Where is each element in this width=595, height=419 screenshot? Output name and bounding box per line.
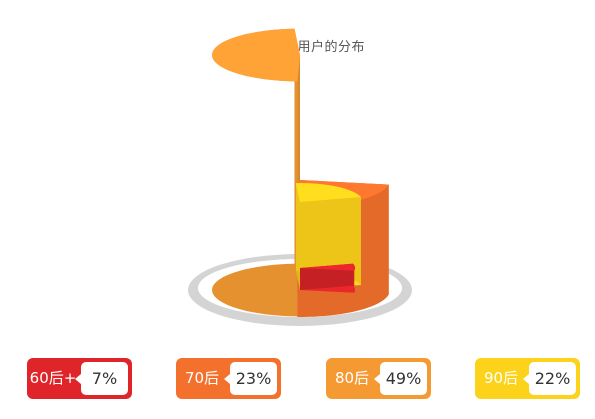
legend-value: 23% xyxy=(224,362,277,395)
legend-label: 70后 xyxy=(184,369,220,387)
legend-item-70s: 70后 23% xyxy=(176,358,281,399)
legend-label: 80后 xyxy=(334,369,370,387)
legend-item-60s: 60后+ 7% xyxy=(27,358,132,399)
legend-value: 49% xyxy=(374,362,427,395)
slice-outer-wall xyxy=(353,263,355,293)
slice-wall xyxy=(300,263,354,290)
legend-item-90s: 90后 22% xyxy=(475,358,580,399)
pie-slice-80s xyxy=(212,28,300,317)
legend-label: 90后 xyxy=(483,369,519,387)
pie-slice-60s xyxy=(300,263,355,293)
legend-item-80s: 80后 49% xyxy=(326,358,431,399)
slice-top xyxy=(296,183,361,202)
slice-outer-wall xyxy=(296,183,361,285)
slice-top xyxy=(212,28,300,82)
legend-value: 7% xyxy=(75,362,128,395)
legend-value: 22% xyxy=(523,362,576,395)
legend-label: 60后+ xyxy=(29,369,77,387)
slice-top xyxy=(300,263,355,271)
